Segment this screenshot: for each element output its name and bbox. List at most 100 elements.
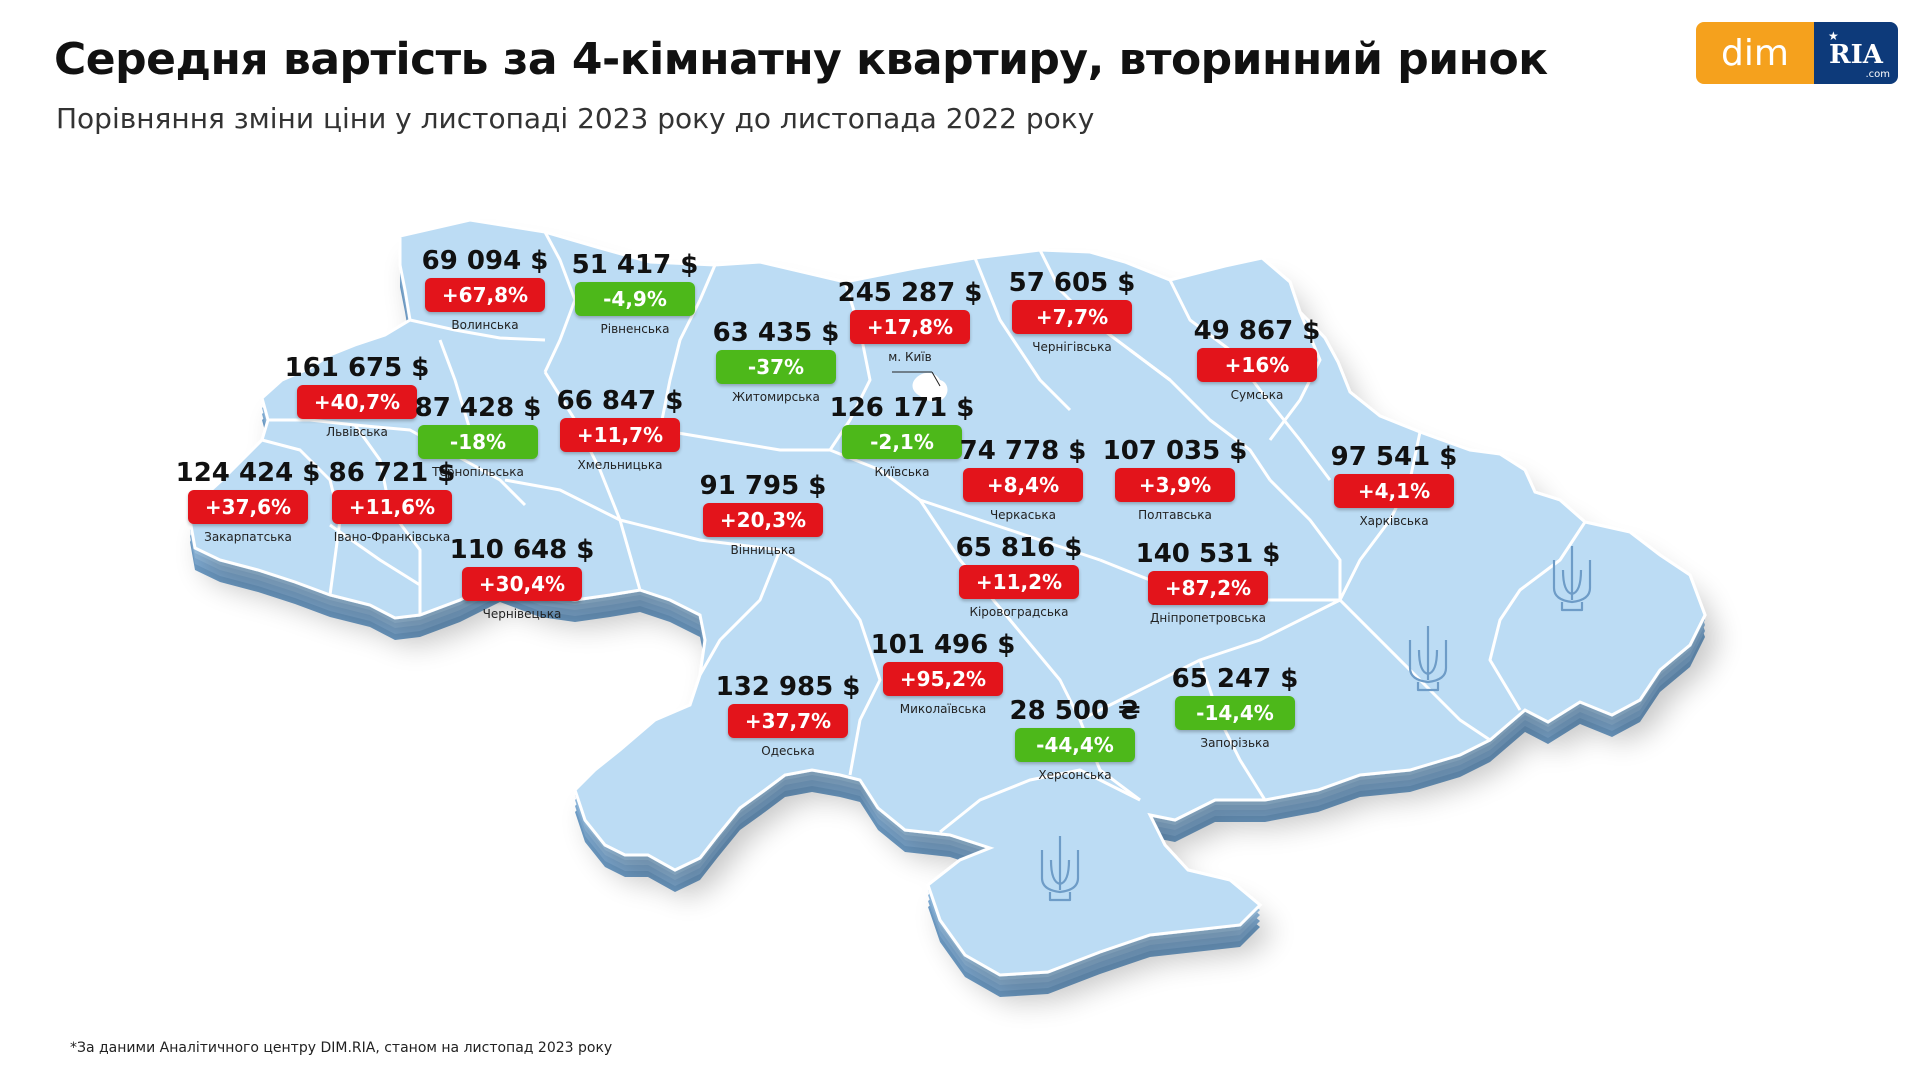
- region-change-badge: +11,7%: [560, 418, 680, 452]
- region-name: Закарпатська: [204, 530, 292, 544]
- region-price: 86 721 $: [328, 458, 456, 488]
- region-price: 91 795 $: [699, 471, 827, 501]
- region-change-badge: +7,7%: [1012, 300, 1132, 334]
- region-price: 110 648 $: [449, 535, 595, 565]
- region-change-badge: +40,7%: [297, 385, 417, 419]
- star-icon: ★: [1828, 29, 1839, 43]
- region-change-badge: +4,1%: [1334, 474, 1454, 508]
- region-price: 87 428 $: [414, 393, 542, 423]
- region-price: 65 816 $: [955, 533, 1083, 563]
- region-label-kyivska: 126 171 $ -2,1% Київська: [812, 393, 992, 479]
- region-label-vinnytska: 91 795 $ +20,3% Вінницька: [673, 471, 853, 557]
- region-name: Сумська: [1230, 388, 1284, 402]
- region-name: Вінницька: [730, 543, 796, 557]
- region-change-badge: +37,7%: [728, 704, 848, 738]
- region-name: Волинська: [451, 318, 519, 332]
- region-price: 97 541 $: [1330, 442, 1458, 472]
- region-label-poltavska: 107 035 $ +3,9% Полтавська: [1085, 436, 1265, 522]
- region-name: м. Київ: [888, 350, 932, 364]
- region-price: 140 531 $: [1135, 539, 1281, 569]
- region-change-badge: +8,4%: [963, 468, 1083, 502]
- kyiv-city-shape-icon: [892, 371, 948, 402]
- region-price: 126 171 $: [829, 393, 975, 423]
- region-name: Чернівецька: [482, 607, 562, 621]
- region-change-badge: -14,4%: [1175, 696, 1295, 730]
- region-label-mykolaivska: 101 496 $ +95,2% Миколаївська: [853, 630, 1033, 716]
- region-price: 161 675 $: [284, 353, 430, 383]
- region-name: Хмельницька: [577, 458, 663, 472]
- region-name: Дніпропетровська: [1150, 611, 1266, 625]
- footnote: *За даними Аналітичного центру DIM.RIA, …: [70, 1040, 613, 1056]
- region-change-badge: +3,9%: [1115, 468, 1235, 502]
- region-label-zakarpatska: 124 424 $ +37,6% Закарпатська: [158, 458, 338, 544]
- logo-ria-text: RIA: [1829, 40, 1883, 70]
- region-label-sumska: 49 867 $ +16% Сумська: [1167, 316, 1347, 402]
- region-change-badge: +16%: [1197, 348, 1317, 382]
- region-name: Львівська: [326, 425, 388, 439]
- region-name: Тернопільська: [432, 465, 524, 479]
- region-name: Житомирська: [732, 390, 820, 404]
- region-change-badge: -18%: [418, 425, 538, 459]
- region-label-ivano-frankivska: 86 721 $ +11,6% Івано-Франківська: [302, 458, 482, 544]
- region-label-cherkaska: 74 778 $ +8,4% Черкаська: [933, 436, 1113, 522]
- region-label-kyiv-city: 245 287 $ +17,8% м. Київ: [820, 278, 1000, 364]
- page-title: Середня вартість за 4-кімнатну квартиру,…: [54, 34, 1548, 85]
- region-name: Одеська: [761, 744, 815, 758]
- region-change-badge: +37,6%: [188, 490, 308, 524]
- region-change-badge: +95,2%: [883, 662, 1003, 696]
- trident-icon: [1552, 546, 1592, 612]
- region-label-lvivska: 161 675 $ +40,7% Львівська: [267, 353, 447, 439]
- region-price: 107 035 $: [1102, 436, 1248, 466]
- region-name: Кіровоградська: [969, 605, 1069, 619]
- region-name: Миколаївська: [899, 702, 987, 716]
- region-label-volynska: 69 094 $ +67,8% Волинська: [395, 246, 575, 332]
- region-label-kharkivska: 97 541 $ +4,1% Харківська: [1304, 442, 1484, 528]
- region-name: Черкаська: [989, 508, 1057, 522]
- region-price: 57 605 $: [1008, 268, 1136, 298]
- region-price: 124 424 $: [175, 458, 321, 488]
- trident-icon: [1408, 626, 1448, 692]
- region-price: 74 778 $: [959, 436, 1087, 466]
- logo-ria: ★ RIA .com: [1814, 22, 1898, 84]
- region-label-odeska: 132 985 $ +37,7% Одеська: [698, 672, 878, 758]
- region-price: 63 435 $: [712, 318, 840, 348]
- region-name: Чернігівська: [1032, 340, 1112, 354]
- region-name: Івано-Франківська: [333, 530, 451, 544]
- region-label-rivnenska: 51 417 $ -4,9% Рівненська: [545, 250, 725, 336]
- region-label-zaporizka: 65 247 $ -14,4% Запорізька: [1145, 664, 1325, 750]
- region-price: 49 867 $: [1193, 316, 1321, 346]
- region-change-badge: +11,2%: [959, 565, 1079, 599]
- region-label-ternopilska: 87 428 $ -18% Тернопільська: [388, 393, 568, 479]
- region-change-badge: -4,9%: [575, 282, 695, 316]
- region-change-badge: +67,8%: [425, 278, 545, 312]
- region-label-dnipropetrovska: 140 531 $ +87,2% Дніпропетровська: [1118, 539, 1298, 625]
- logo-ria-com: .com: [1865, 69, 1890, 80]
- region-name: Запорізька: [1200, 736, 1270, 750]
- region-name: Рівненська: [600, 322, 670, 336]
- region-change-badge: -2,1%: [842, 425, 962, 459]
- region-label-khmelnytska: 66 847 $ +11,7% Хмельницька: [530, 386, 710, 472]
- region-name: Харківська: [1359, 514, 1429, 528]
- region-name: Полтавська: [1138, 508, 1212, 522]
- trident-icon: [1040, 836, 1080, 902]
- region-change-badge: +87,2%: [1148, 571, 1268, 605]
- region-label-chernihivska: 57 605 $ +7,7% Чернігівська: [982, 268, 1162, 354]
- region-label-khersonska: 28 500 ₴ -44,4% Херсонська: [985, 696, 1165, 782]
- region-change-badge: +17,8%: [850, 310, 970, 344]
- region-price: 245 287 $: [837, 278, 983, 308]
- page-subtitle: Порівняння зміни ціни у листопаді 2023 р…: [56, 102, 1095, 135]
- trident-icons: [1040, 546, 1592, 902]
- region-change-badge: +20,3%: [703, 503, 823, 537]
- region-price: 51 417 $: [571, 250, 699, 280]
- region-price: 66 847 $: [556, 386, 684, 416]
- region-price: 69 094 $: [421, 246, 549, 276]
- dim-ria-logo[interactable]: dim ★ RIA .com: [1696, 22, 1898, 84]
- region-price: 65 247 $: [1171, 664, 1299, 694]
- region-name: Херсонська: [1038, 768, 1112, 782]
- region-change-badge: -37%: [716, 350, 836, 384]
- logo-dim: dim: [1696, 22, 1814, 84]
- region-label-kirovohradska: 65 816 $ +11,2% Кіровоградська: [929, 533, 1109, 619]
- region-label-chernivetska: 110 648 $ +30,4% Чернівецька: [432, 535, 612, 621]
- region-change-badge: +30,4%: [462, 567, 582, 601]
